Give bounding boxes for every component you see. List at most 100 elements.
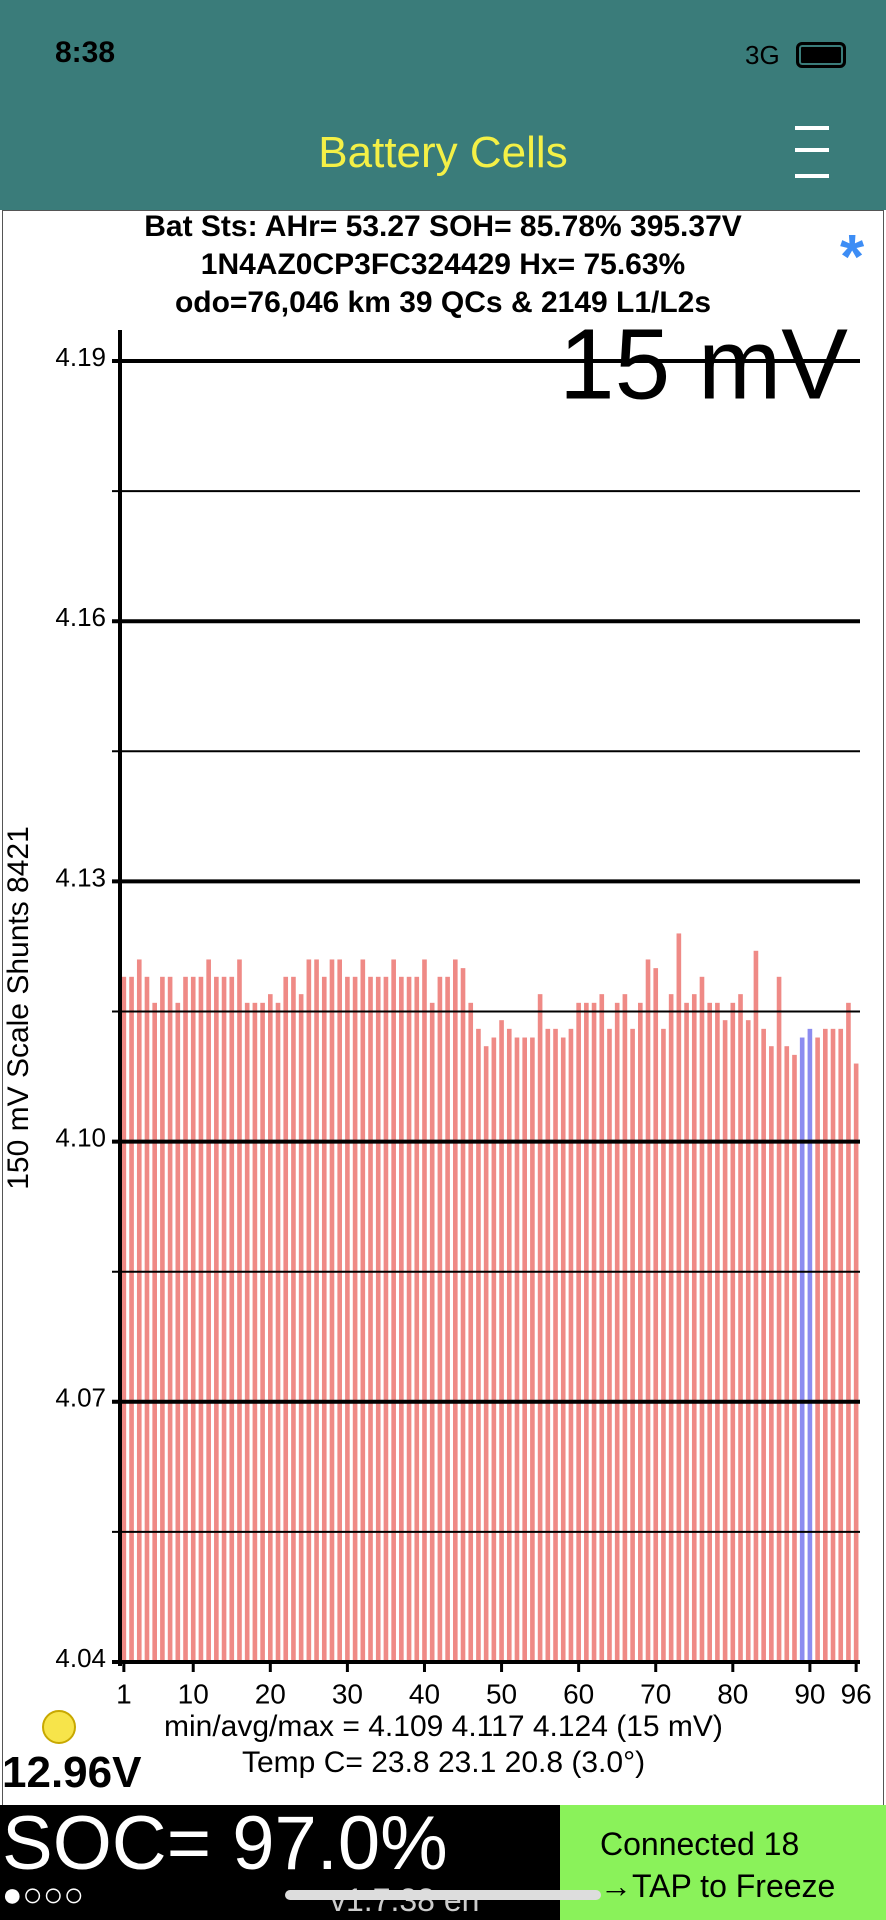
bar — [846, 1002, 851, 1662]
bar — [190, 976, 196, 1662]
bar — [360, 959, 366, 1662]
bar — [437, 976, 443, 1662]
bar — [807, 1028, 813, 1662]
y-tick-label: 4.16 — [55, 602, 106, 632]
bar — [160, 976, 165, 1662]
bar — [422, 959, 427, 1662]
bar — [761, 1028, 766, 1662]
bar — [429, 1002, 435, 1662]
bar — [391, 959, 396, 1662]
bar — [244, 1002, 250, 1662]
network: 3G — [745, 40, 780, 70]
bar — [321, 976, 327, 1662]
bar — [661, 1028, 666, 1662]
bar — [260, 1002, 265, 1662]
x-tick-label: 90 — [794, 1678, 825, 1709]
bar — [491, 1037, 497, 1662]
bar — [129, 976, 134, 1662]
scale-label: 15 mV — [559, 308, 848, 420]
bar — [522, 1037, 527, 1662]
x-tick-label: 70 — [640, 1678, 671, 1709]
y-tick-label: 4.04 — [55, 1643, 106, 1673]
bar — [175, 1002, 181, 1662]
x-tick-label: 50 — [486, 1678, 517, 1709]
bar — [375, 976, 381, 1662]
bar — [499, 1020, 504, 1662]
bar — [591, 1002, 597, 1662]
bar — [792, 1054, 797, 1662]
bar — [853, 1063, 859, 1662]
info-line: odo=76,046 km 39 QCs & 2149 L1/L2s — [174, 286, 712, 319]
bar — [399, 976, 404, 1662]
bar — [167, 976, 173, 1662]
bar — [229, 976, 235, 1662]
x-tick-label: 40 — [409, 1678, 440, 1709]
info-mark[interactable]: * — [840, 223, 865, 292]
stat-line: Temp C= 23.8 23.1 20.8 (3.0°) — [242, 1746, 646, 1779]
home-indicator — [285, 1890, 601, 1900]
bar — [769, 1046, 774, 1662]
bar — [183, 976, 188, 1662]
bar — [730, 1002, 736, 1662]
x-tick-label: 30 — [332, 1678, 363, 1709]
bar — [314, 959, 319, 1662]
bar — [483, 1046, 489, 1662]
x-tick-label: 1 — [116, 1678, 132, 1709]
bar — [815, 1037, 820, 1662]
bar — [121, 976, 127, 1662]
aux-voltage: 12.96V — [2, 1748, 142, 1797]
bar — [445, 976, 450, 1662]
bar — [514, 1037, 520, 1662]
status-line: →TAP to Freeze — [600, 1868, 836, 1904]
bar — [691, 994, 697, 1662]
bar — [329, 959, 335, 1662]
bar — [298, 994, 304, 1662]
bar — [830, 1028, 836, 1662]
top-bar — [0, 0, 886, 210]
bar — [622, 994, 628, 1662]
bar — [699, 976, 705, 1662]
bar — [553, 1028, 558, 1662]
bar — [453, 959, 458, 1662]
bar — [460, 968, 466, 1662]
bar — [337, 959, 342, 1662]
bar — [283, 976, 289, 1662]
bar — [252, 1002, 258, 1662]
version: v1.7.38 en — [330, 1882, 480, 1918]
bar — [668, 994, 674, 1662]
bar — [414, 976, 420, 1662]
info-line: 1N4AZ0CP3FC324429 Hx= 75.63% — [200, 248, 686, 281]
menu-button[interactable] — [795, 126, 829, 178]
bar — [537, 994, 543, 1662]
status-box[interactable] — [560, 1805, 886, 1920]
bar — [545, 1028, 551, 1662]
status-line: Connected 18 — [600, 1826, 800, 1862]
bar — [584, 1002, 589, 1662]
bar — [275, 1002, 281, 1662]
bar — [614, 1002, 620, 1662]
page-title: Battery Cells — [318, 128, 568, 177]
x-tick-label: 80 — [717, 1678, 748, 1709]
x-tick-label: 96 — [841, 1678, 872, 1709]
info-line: Bat Sts: AHr= 53.27 SOH= 85.78% 395.37V — [144, 210, 742, 243]
bar — [221, 976, 227, 1662]
battery-icon — [796, 42, 846, 68]
bar — [206, 959, 211, 1662]
bar — [237, 959, 242, 1662]
bar — [799, 1037, 805, 1662]
bar — [838, 1028, 844, 1662]
bar — [406, 976, 412, 1662]
bar — [506, 1028, 512, 1662]
bar — [715, 1002, 720, 1662]
bar — [152, 1002, 157, 1662]
bar — [352, 976, 358, 1662]
bar — [707, 1002, 712, 1662]
bar — [823, 1028, 828, 1662]
soc: SOC= 97.0% — [2, 1801, 448, 1886]
y-axis-label: 150 mV Scale Shunts 8421 — [2, 826, 35, 1190]
bar — [576, 1002, 581, 1662]
bar — [722, 1020, 728, 1662]
bar — [468, 1002, 474, 1662]
bar — [144, 976, 150, 1662]
